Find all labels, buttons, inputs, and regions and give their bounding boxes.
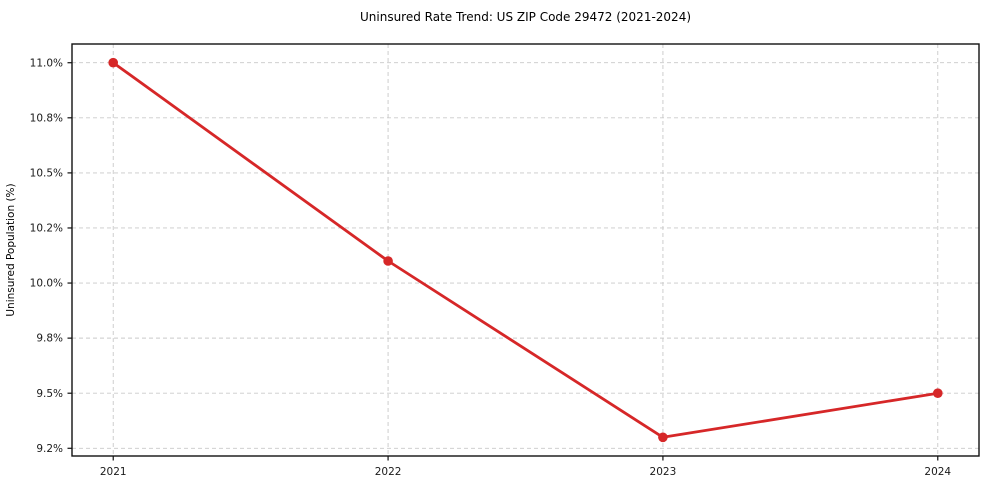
axis-tick-marks xyxy=(67,62,939,461)
data-point-markers xyxy=(108,57,943,443)
y-tick-label: 10.0% xyxy=(30,278,63,290)
y-tick-label: 10.5% xyxy=(30,167,63,179)
y-tick-label: 10.2% xyxy=(30,223,63,235)
x-tick-label: 2024 xyxy=(924,466,951,478)
data-point-marker xyxy=(108,57,118,68)
y-tick-label: 9.2% xyxy=(36,443,63,455)
grid-lines xyxy=(72,44,979,456)
data-point-marker xyxy=(383,256,393,266)
y-tick-label: 9.5% xyxy=(36,388,63,400)
trend-line xyxy=(111,61,940,439)
plot-border xyxy=(71,43,980,457)
x-tick-label: 2022 xyxy=(375,466,402,478)
chart-title: Uninsured Rate Trend: US ZIP Code 29472 … xyxy=(360,10,691,24)
y-tick-label: 9.8% xyxy=(36,333,63,345)
x-axis-tick-labels: 2021 2022 2023 2024 xyxy=(100,466,952,478)
x-tick-label: 2021 xyxy=(100,466,127,478)
x-tick-label: 2023 xyxy=(650,466,677,478)
y-tick-label: 10.8% xyxy=(30,112,63,124)
data-point-marker xyxy=(933,388,943,399)
y-axis-tick-labels: 9.2% 9.5% 9.8% 10.0% 10.2% 10.5% 10.8% 11.0% xyxy=(30,57,63,455)
data-point-marker xyxy=(658,432,668,443)
y-axis-label: Uninsured Population (%) xyxy=(5,183,17,316)
y-tick-label: 11.0% xyxy=(30,57,63,69)
